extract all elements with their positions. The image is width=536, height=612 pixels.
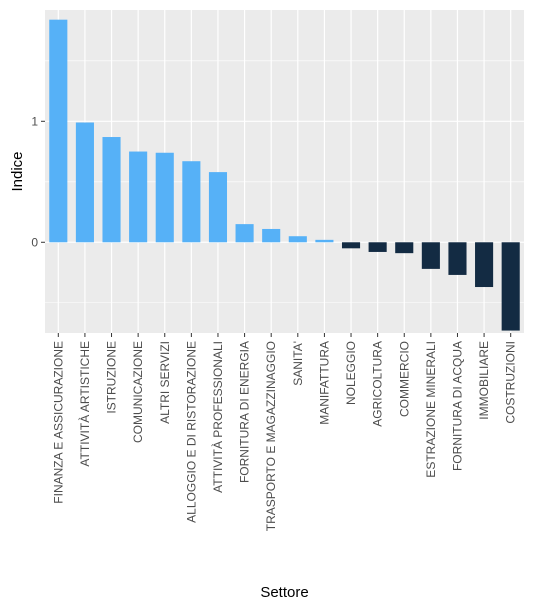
x-tick-label: ATTIVITÀ PROFESSIONALI <box>210 341 225 493</box>
x-tick-label: IMMOBILIARE <box>477 341 491 420</box>
bar-comunicazione <box>129 151 148 243</box>
bars <box>49 19 520 331</box>
bar-agricoltura <box>368 242 387 252</box>
bar-istruzione <box>102 137 121 243</box>
bar-finanza-e-assicurazione <box>49 19 68 243</box>
x-tick-label: SANITA' <box>291 341 305 386</box>
x-tick-label: FINANZA E ASSICURAZIONE <box>51 341 65 504</box>
bar-costruzioni <box>501 242 520 331</box>
x-axis-ticks: FINANZA E ASSICURAZIONE ATTIVITÀ ARTISTIC… <box>51 333 518 531</box>
bar-trasporto-e-magazzinaggio <box>262 228 281 243</box>
y-tick-label: 1 <box>31 114 38 128</box>
bar-alloggio-e-di-ristorazione <box>182 161 201 243</box>
x-tick-label: AGRICOLTURA <box>371 341 385 427</box>
x-tick-label: NOLEGGIO <box>344 341 358 405</box>
bar-estrazione-minerali <box>421 242 440 269</box>
bar-attivit-professionali <box>208 172 228 243</box>
y-tick-label: 0 <box>31 235 38 249</box>
x-tick-label: ALTRI SERVIZI <box>158 341 172 424</box>
x-tick-label: TRASPORTO E MAGAZZINAGGIO <box>264 341 278 531</box>
bar-immobiliare <box>475 242 494 288</box>
x-tick-label: ATTIVITÀ ARTISTICHE <box>77 341 92 467</box>
x-tick-label: COMUNICAZIONE <box>131 341 145 443</box>
bar-fornitura-di-acqua <box>448 242 467 275</box>
bar-noleggio <box>341 242 361 249</box>
bar-fornitura-di-energia <box>235 224 254 243</box>
plot-panel <box>45 10 524 333</box>
bar-commercio <box>395 242 414 254</box>
x-axis-title: Settore <box>260 584 308 601</box>
x-tick-label: ESTRAZIONE MINERALI <box>424 341 438 478</box>
bar-sanita- <box>288 236 307 243</box>
x-tick-label: ALLOGGIO E DI RISTORAZIONE <box>184 341 198 523</box>
x-tick-label: FORNITURA DI ENERGIA <box>238 341 252 483</box>
x-tick-label: COMMERCIO <box>397 341 411 417</box>
bar-manifattura <box>315 239 334 243</box>
x-tick-label: COSTRUZIONI <box>504 341 518 424</box>
x-tick-label: MANIFATTURA <box>317 341 331 425</box>
x-tick-label: FORNITURA DI ACQUA <box>450 341 464 471</box>
bar-attivit-artistiche <box>75 122 94 243</box>
y-axis-ticks: 01 <box>31 114 45 249</box>
x-tick-label: ISTRUZIONE <box>105 341 119 414</box>
bar-altri-servizi <box>155 152 174 243</box>
y-axis-title: Indice <box>9 151 26 191</box>
